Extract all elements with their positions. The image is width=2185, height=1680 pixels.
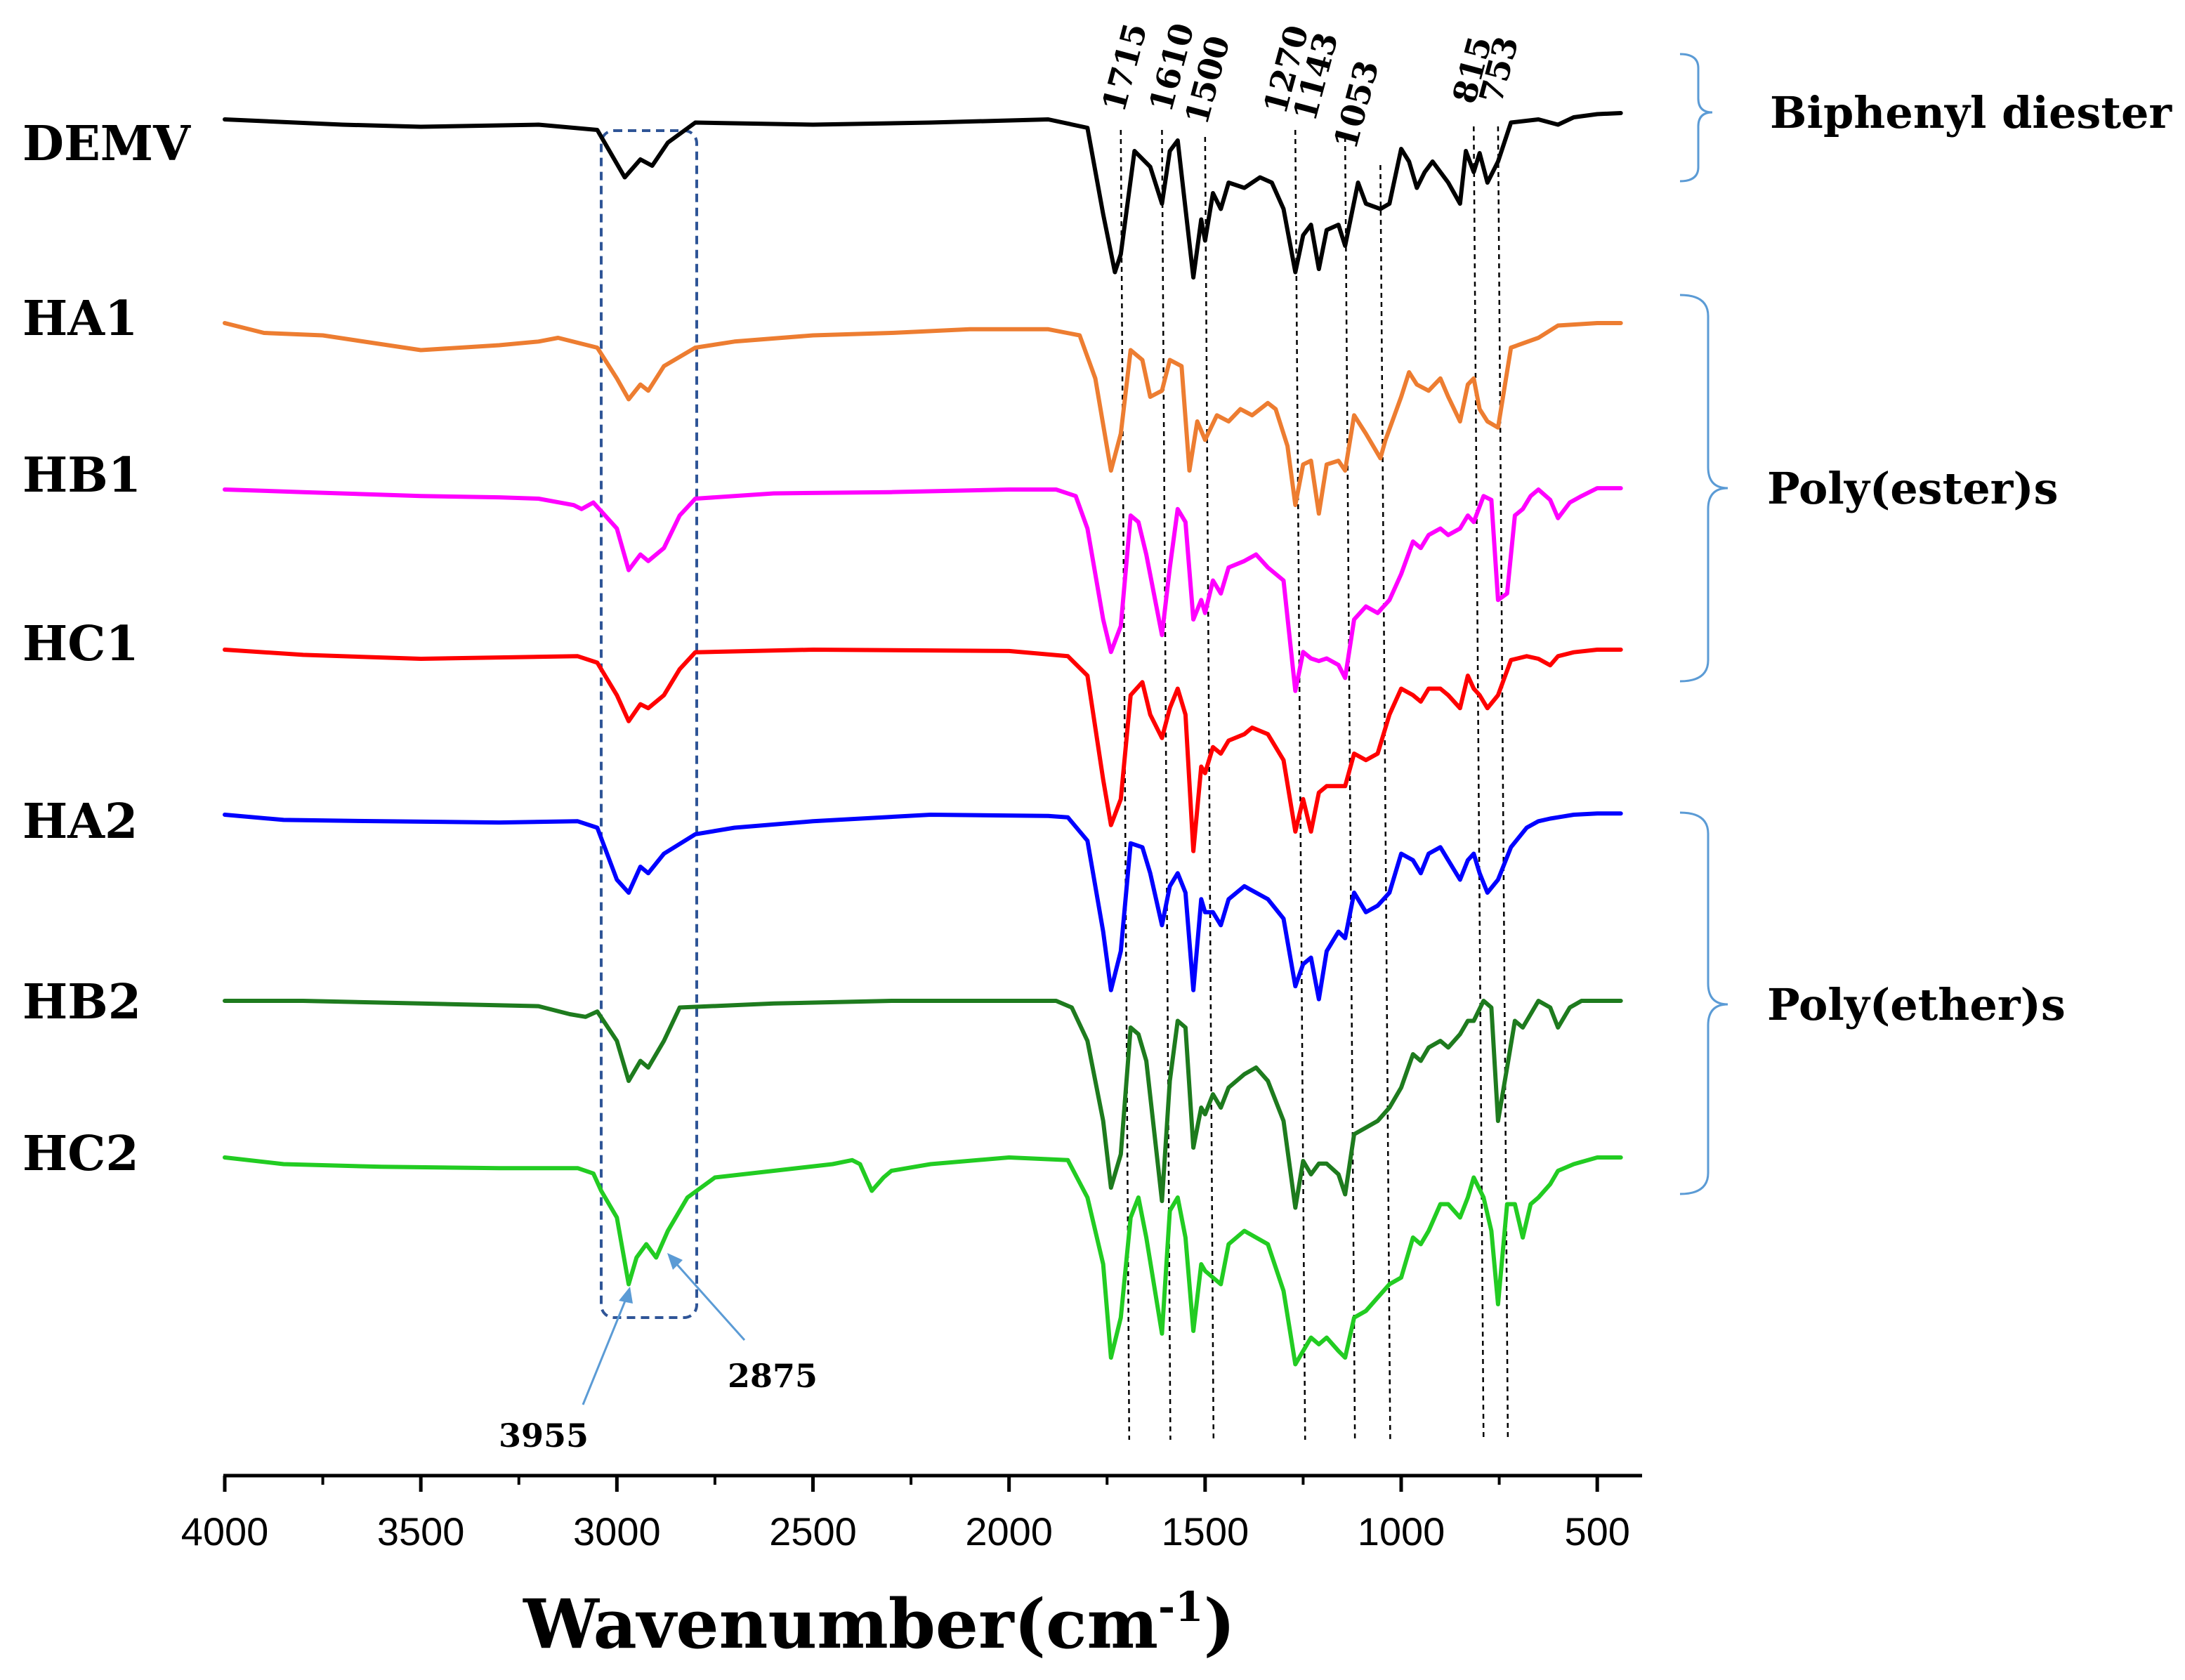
arrow-label-2875: 2875 — [728, 1357, 818, 1395]
arrow-3955 — [582, 1295, 629, 1405]
peak-line-1053 — [1379, 164, 1391, 1441]
peak-line-815 — [1473, 126, 1485, 1441]
x-axis-title: Wavenumber(cm-1) — [523, 1583, 1235, 1664]
trace-ha1 — [223, 321, 1623, 516]
series-label-hb2: HB2 — [22, 974, 141, 1030]
x-axis-ticks: 4000 3500 3000 2500 2000 1500 1000 500 — [181, 1476, 1630, 1554]
series-label-hc1: HC1 — [22, 616, 139, 672]
series-label-ha1: HA1 — [22, 291, 138, 347]
x-tick-label-3000: 3000 — [573, 1509, 661, 1554]
trace-ha2 — [223, 811, 1623, 1002]
arrow-2875 — [673, 1261, 746, 1341]
peak-line-1500 — [1204, 136, 1215, 1441]
series-label-hb1: HB1 — [22, 447, 141, 504]
peak-marker-lines — [1120, 126, 1509, 1441]
peak-line-1143 — [1344, 136, 1356, 1441]
trace-hb2 — [223, 999, 1623, 1210]
arrow-head-2875 — [667, 1253, 683, 1270]
x-axis-title-sup: -1 — [1158, 1583, 1203, 1631]
spectrum-traces — [223, 111, 1623, 1367]
x-tick-label-3500: 3500 — [377, 1509, 465, 1554]
x-tick-label-500: 500 — [1564, 1509, 1629, 1554]
trace-hb1 — [223, 486, 1623, 693]
bracket-poly-ethers — [1679, 811, 1728, 1195]
group-label-poly-esters: Poly(ester)s — [1767, 463, 2059, 514]
series-label-ha2: HA2 — [22, 794, 138, 850]
x-axis-title-close: ) — [1203, 1584, 1235, 1664]
peak-line-1270 — [1294, 129, 1306, 1441]
bracket-biphenyl-diester — [1679, 53, 1713, 183]
trace-hc2 — [223, 1155, 1623, 1367]
series-label-hc2: HC2 — [22, 1126, 139, 1182]
group-label-poly-ethers: Poly(ether)s — [1767, 979, 2066, 1030]
x-tick-label-1500: 1500 — [1162, 1509, 1249, 1554]
x-tick-label-4000: 4000 — [181, 1509, 269, 1554]
trace-hc1 — [223, 648, 1623, 853]
group-label-biphenyl-diester: Biphenyl diester — [1770, 87, 2172, 138]
peak-labels: 1715 1610 1500 1270 1143 1053 815 753 — [1094, 19, 1525, 153]
trace-demv — [223, 111, 1623, 280]
highlight-region-box — [600, 129, 698, 1319]
bracket-poly-esters — [1679, 294, 1728, 683]
arrow-head-3955 — [619, 1287, 633, 1304]
series-label-demv: DEMV — [22, 116, 191, 172]
x-tick-label-2000: 2000 — [965, 1509, 1053, 1554]
x-tick-label-1000: 1000 — [1358, 1509, 1445, 1554]
x-axis-title-main: Wavenumber(cm — [523, 1584, 1158, 1664]
x-tick-label-2500: 2500 — [769, 1509, 857, 1554]
arrow-label-3955: 3955 — [499, 1417, 589, 1455]
